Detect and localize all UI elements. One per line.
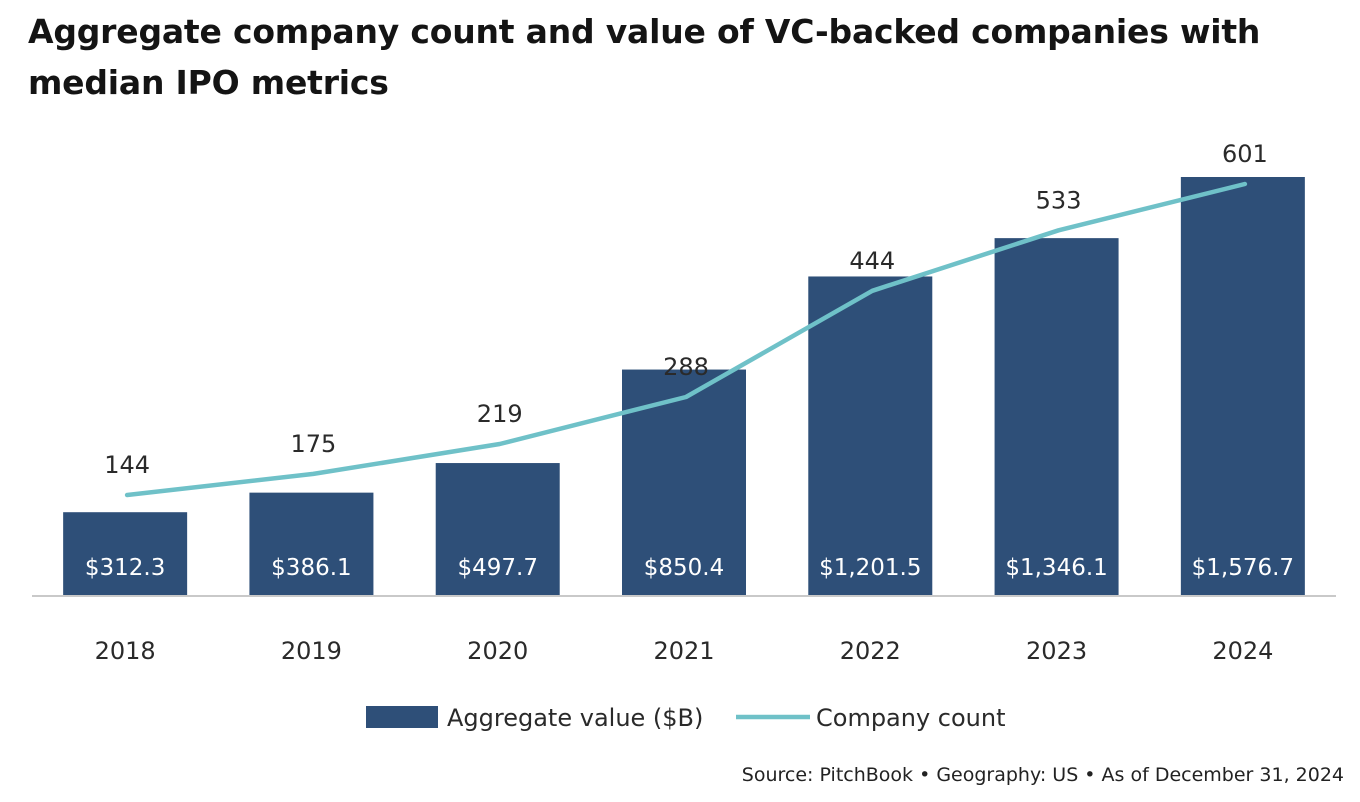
x-tick-label-2021: 2021 xyxy=(653,637,714,665)
chart-title: Aggregate company count and value of VC-… xyxy=(28,12,1261,102)
bars-layer xyxy=(63,177,1305,595)
line-value-label-2018: 144 xyxy=(104,451,150,479)
line-layer xyxy=(124,181,1248,498)
line-value-label-2019: 175 xyxy=(291,430,337,458)
bar-value-label-2020: $497.7 xyxy=(457,555,537,581)
x-tick-labels: 2018 2019 2020 2021 2022 2023 2024 xyxy=(95,637,1274,665)
x-tick-label-2023: 2023 xyxy=(1026,637,1087,665)
bar-2019 xyxy=(249,492,374,595)
bar-value-label-2021: $850.4 xyxy=(644,555,724,581)
legend: Aggregate value ($B) Company count xyxy=(366,704,1006,732)
bar-value-label-2023: $1,346.1 xyxy=(1005,555,1107,581)
bar-value-label-2022: $1,201.5 xyxy=(819,555,921,581)
x-tick-label-2020: 2020 xyxy=(467,637,528,665)
bar-2022 xyxy=(808,276,933,595)
legend-swatch-aggregate-value xyxy=(366,706,438,728)
line-value-label-2024: 601 xyxy=(1222,140,1268,168)
bar-value-label-2019: $386.1 xyxy=(271,555,351,581)
bar-value-label-2018: $312.3 xyxy=(85,555,165,581)
line-value-label-2023: 533 xyxy=(1036,186,1082,214)
x-tick-label-2018: 2018 xyxy=(95,637,156,665)
bar-2018 xyxy=(63,512,188,595)
bar-2024 xyxy=(1180,177,1305,595)
x-tick-label-2019: 2019 xyxy=(281,637,342,665)
line-value-label-2021: 288 xyxy=(663,353,709,381)
company-count-line xyxy=(124,181,1248,498)
bar-2023 xyxy=(994,238,1119,595)
line-value-label-2022: 444 xyxy=(849,247,895,275)
labels-layer: $312.3 144 $386.1 175 $497.7 219 $850.4 288 $1,2… xyxy=(85,140,1294,581)
line-value-label-2020: 219 xyxy=(477,400,523,428)
x-tick-label-2024: 2024 xyxy=(1212,637,1273,665)
legend-label-aggregate-value: Aggregate value ($B) xyxy=(447,704,703,732)
source-note: Source: PitchBook • Geography: US • As o… xyxy=(741,764,1344,786)
x-tick-label-2022: 2022 xyxy=(840,637,901,665)
bar-2020 xyxy=(435,463,560,595)
legend-label-company-count: Company count xyxy=(816,704,1006,732)
bar-value-label-2024: $1,576.7 xyxy=(1192,555,1294,581)
